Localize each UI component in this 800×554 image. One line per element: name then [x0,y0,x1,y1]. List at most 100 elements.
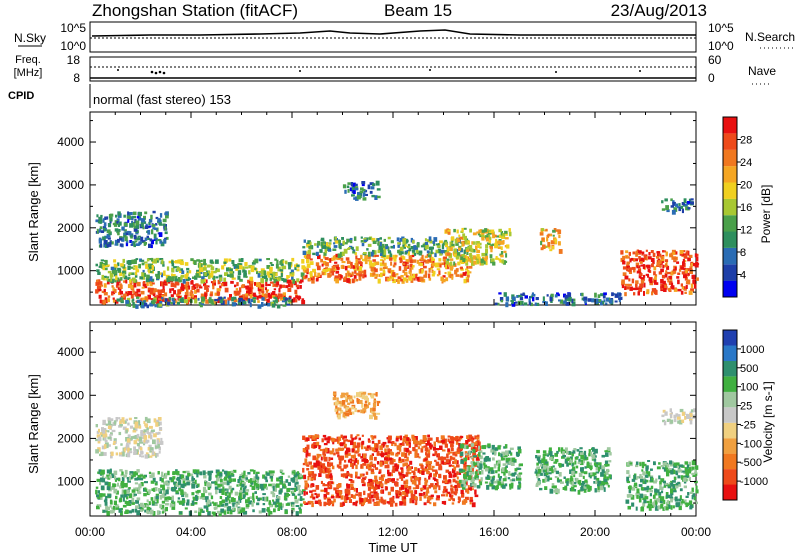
echo-cell [146,499,149,503]
echo-cell [111,507,114,510]
echo-cell [504,230,508,234]
echo-cell [196,485,199,488]
echo-cell [337,436,342,441]
echo-cell [591,454,595,458]
echo-cell [254,258,259,264]
echo-cell [272,271,276,275]
echo-cell [465,247,468,250]
date-label: 23/Aug/2013 [611,1,707,20]
echo-cell [418,262,421,266]
echo-cell [490,248,493,253]
echo-cell [149,302,154,307]
echo-cell [155,453,158,458]
echo-cell [648,252,651,256]
echo-cell [170,301,174,305]
echo-cell [511,301,514,304]
echo-cell [674,203,678,207]
echo-cell [121,236,125,242]
echo-cell [139,241,142,245]
echo-cell [219,479,223,483]
echo-cell [460,266,463,269]
echo-cell [303,239,306,243]
echo-cell [639,261,643,264]
echo-cell [367,466,372,470]
echo-cell [304,502,309,505]
echo-cell [170,273,173,277]
echo-cell [130,293,134,299]
echo-cell [272,283,275,287]
echo-cell [121,297,124,302]
echo-cell [494,302,498,306]
echo-cell [610,299,613,304]
echo-cell [361,483,366,487]
echo-cell [306,244,310,248]
echo-cell [217,504,221,508]
echo-cell [384,460,389,465]
echo-cell [223,505,227,508]
echo-cell [503,260,506,265]
echo-cell [237,275,241,280]
echo-cell [278,490,282,495]
echo-cell [115,284,119,288]
echo-cell [392,254,396,260]
echo-cell [281,278,285,281]
echo-cell [139,276,144,280]
echo-cell [117,211,121,216]
echo-cell [396,273,399,276]
echo-cell [157,289,160,294]
echo-cell [572,466,576,472]
echo-cell [350,474,353,478]
echo-cell [364,403,368,407]
echo-cell [459,469,463,473]
echo-cell [408,247,412,252]
echo-cell [354,252,357,256]
echo-cell [614,293,619,298]
echo-cell [99,432,103,435]
echo-cell [667,288,672,292]
echo-cell [149,455,153,458]
echo-cell [289,281,293,286]
echo-cell [243,273,247,278]
echo-cell [442,480,445,484]
echo-cell [175,483,180,487]
echo-cell [133,234,137,240]
echo-cell [597,485,601,491]
echo-cell [270,292,273,297]
echo-cell [133,241,136,246]
echo-cell [501,236,505,239]
echo-cell [302,467,305,473]
echo-cell [581,292,584,297]
echo-cell [418,477,422,481]
echo-cell [429,239,433,244]
echo-cell [369,190,373,194]
echo-cell [361,270,365,274]
echo-cell [372,259,376,262]
echo-cell [491,480,494,485]
echo-cell [265,486,268,490]
echo-cell [302,250,307,255]
echo-cell [337,439,340,444]
echo-cell [543,473,547,477]
echo-cell [384,451,388,456]
echo-cell [217,471,221,476]
echo-cell [435,471,438,475]
echo-cell [452,461,455,464]
echo-cell [252,297,257,300]
echo-cell [535,471,540,476]
echo-cell [645,249,648,252]
echo-cell [361,502,365,505]
echo-cell [112,483,116,488]
echo-cell [162,223,166,226]
echo-cell [581,481,586,485]
echo-cell [641,258,645,263]
echo-cell [316,265,321,271]
echo-cell [428,251,433,255]
echo-cell [299,508,302,514]
echo-cell [447,231,451,235]
echo-cell [358,274,363,277]
echo-cell [338,240,341,245]
echo-cell [465,496,469,501]
echo-cell [247,472,251,475]
echo-cell [104,216,107,220]
echo-cell [354,263,357,267]
